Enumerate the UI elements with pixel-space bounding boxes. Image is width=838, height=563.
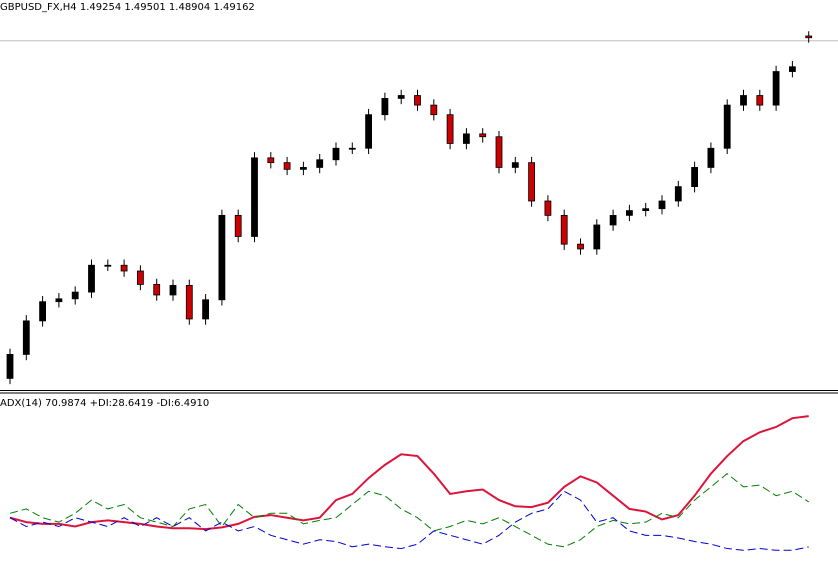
candle-body [348, 147, 356, 150]
price-title: GBPUSD_FX,H4 1.49254 1.49501 1.48904 1.4… [0, 2, 255, 13]
candle-body [71, 291, 79, 300]
candle-body [202, 299, 210, 320]
candle-body [365, 114, 373, 149]
candle-body [479, 133, 487, 138]
candle-body [560, 214, 568, 245]
candle-body [772, 71, 780, 106]
candle-body [234, 214, 242, 237]
candle-body [462, 133, 470, 144]
candle-body [55, 298, 63, 303]
candle-body [593, 224, 601, 250]
candle-body [6, 354, 14, 379]
candle-body [577, 243, 584, 250]
candle-body [218, 214, 226, 301]
candle-body [332, 147, 340, 161]
candle-body [528, 162, 535, 202]
candle-body [120, 264, 128, 272]
candle-body [707, 147, 715, 168]
candle-body [153, 284, 161, 296]
candle-body [430, 104, 438, 116]
candle-body [299, 167, 307, 170]
indicator-line [9, 415, 809, 531]
candle-body [756, 95, 764, 106]
candle-body [626, 210, 633, 216]
candle-body [740, 95, 747, 106]
candle-body [691, 167, 698, 188]
candle-body [789, 66, 796, 72]
candle-body [511, 162, 519, 168]
candle-body [185, 284, 193, 320]
candle-body [136, 270, 144, 285]
candle-body [544, 200, 552, 216]
indicator-title: ADX(14) 70.9874 +DI:28.6419 -DI:6.4910 [0, 398, 209, 409]
indicator-line [9, 490, 809, 551]
candle-body [674, 186, 682, 202]
candle-body [267, 157, 275, 164]
candle-body [104, 264, 112, 267]
candle-body [609, 214, 617, 226]
candle-body [316, 159, 324, 168]
candle-body [88, 264, 95, 293]
candle-body [39, 301, 46, 322]
candle-body [642, 208, 650, 211]
candle-body [446, 114, 454, 144]
candle-body [397, 95, 405, 99]
candle-body [658, 200, 666, 210]
candle-body [169, 284, 177, 296]
candle-body [414, 95, 421, 106]
candle-body [495, 136, 503, 168]
candle-body [22, 320, 30, 355]
candle-body [283, 162, 291, 170]
candle-body [381, 97, 389, 116]
candle-body [723, 104, 731, 149]
candle-body [805, 35, 813, 39]
indicator-line [9, 473, 809, 548]
candle-body [251, 157, 258, 237]
